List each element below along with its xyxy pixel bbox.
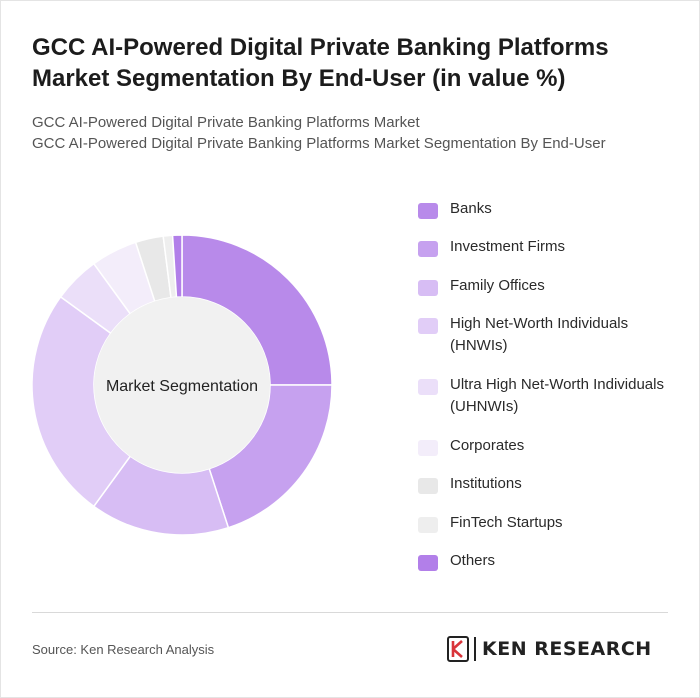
legend-label: High Net-Worth Individuals (HNWIs): [450, 315, 629, 354]
legend-item: Institutions: [418, 473, 670, 495]
chart-title: GCC AI-Powered Digital Private Banking P…: [32, 34, 609, 92]
legend-swatch: [418, 379, 438, 395]
legend-item: FinTech Startups: [418, 512, 670, 534]
legend-label: Investment Firms: [450, 238, 566, 255]
legend-label: Corporates: [450, 437, 525, 454]
legend-item: High Net-Worth Individuals (HNWIs): [418, 313, 670, 357]
legend-swatch: [418, 478, 438, 494]
legend-label: Others: [450, 552, 496, 569]
source-note: Source: Ken Research Analysis: [32, 642, 215, 657]
donut-center-label: Market Segmentation: [106, 378, 258, 395]
brand-name: KEN RESEARCH: [482, 638, 652, 660]
legend-item: Banks: [418, 198, 670, 220]
legend-label: Banks: [450, 200, 492, 217]
ken-research-logo-icon: [447, 636, 469, 662]
legend-item: Investment Firms: [418, 236, 670, 258]
legend-item: Corporates: [418, 435, 670, 457]
legend-item: Ultra High Net-Worth Individuals (UHNWIs…: [418, 374, 670, 418]
logo-divider: [474, 637, 476, 661]
donut-center: [94, 297, 270, 473]
ken-research-logo: KEN RESEARCH: [447, 636, 652, 662]
legend-label: FinTech Startups: [450, 514, 563, 531]
legend-swatch: [418, 280, 438, 296]
subtitle-line-2: GCC AI-Powered Digital Private Banking P…: [32, 135, 606, 152]
legend-item: Others: [418, 550, 670, 572]
chart-subtitle: GCC AI-Powered Digital Private Banking P…: [32, 112, 672, 154]
legend-label: Institutions: [450, 475, 522, 492]
legend-swatch: [418, 241, 438, 257]
legend-swatch: [418, 318, 438, 334]
legend-label: Family Offices: [450, 277, 545, 294]
footer-divider: [32, 612, 668, 613]
legend-swatch: [418, 203, 438, 219]
legend-swatch: [418, 517, 438, 533]
subtitle-line-1: GCC AI-Powered Digital Private Banking P…: [32, 114, 420, 131]
legend-label: Ultra High Net-Worth Individuals (UHNWIs…: [450, 376, 664, 415]
legend-swatch: [418, 440, 438, 456]
legend-item: Family Offices: [418, 275, 670, 297]
legend-swatch: [418, 555, 438, 571]
